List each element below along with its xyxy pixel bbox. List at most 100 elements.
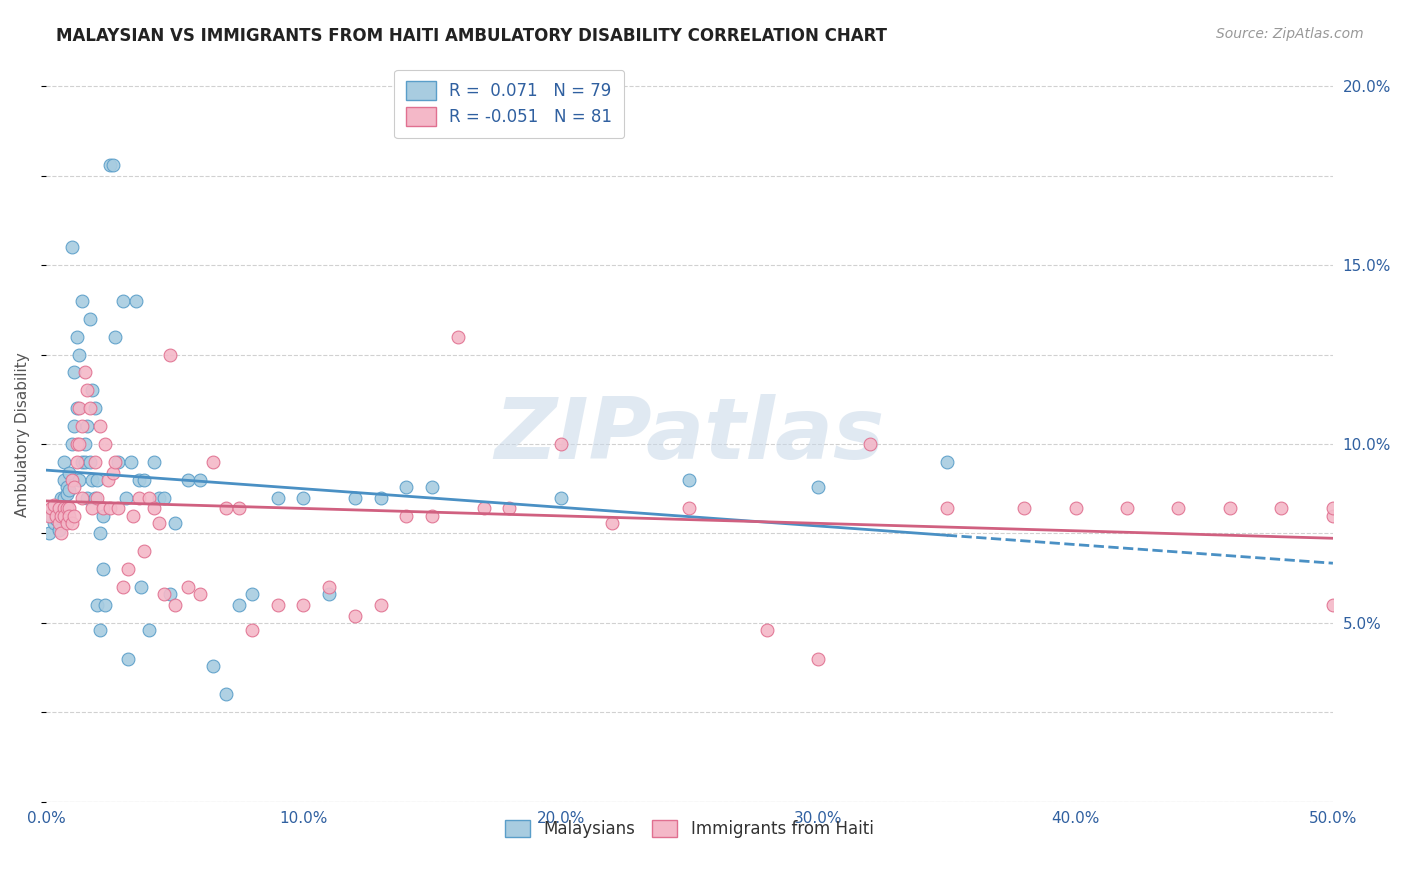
Point — [228, 501, 250, 516]
Point — [89, 419, 111, 434]
Point — [60, 437, 83, 451]
Point — [79, 401, 101, 416]
Point — [112, 293, 135, 308]
Point — [153, 491, 176, 505]
Point — [163, 516, 186, 530]
Point — [38, 508, 60, 523]
Point — [45, 512, 67, 526]
Point — [70, 455, 93, 469]
Point — [343, 491, 366, 505]
Point — [60, 473, 83, 487]
Point — [42, 501, 65, 516]
Point — [70, 293, 93, 308]
Point — [70, 419, 93, 434]
Point — [51, 491, 73, 505]
Point — [395, 508, 418, 523]
Point — [58, 508, 80, 523]
Point — [101, 158, 124, 172]
Point — [67, 473, 90, 487]
Point — [176, 580, 198, 594]
Point — [343, 608, 366, 623]
Point — [292, 598, 315, 612]
Point — [104, 329, 127, 343]
Point — [215, 501, 238, 516]
Point — [600, 516, 623, 530]
Point — [935, 455, 957, 469]
Point — [98, 501, 121, 516]
Point — [807, 651, 830, 665]
Point — [91, 501, 114, 516]
Point — [82, 384, 104, 398]
Point — [128, 473, 150, 487]
Point — [67, 437, 90, 451]
Point — [63, 480, 86, 494]
Point — [266, 598, 288, 612]
Point — [1322, 508, 1344, 523]
Point — [66, 437, 89, 451]
Point — [129, 580, 152, 594]
Point — [91, 562, 114, 576]
Point — [292, 491, 315, 505]
Point — [76, 384, 98, 398]
Point — [58, 466, 80, 480]
Point — [48, 516, 70, 530]
Point — [53, 508, 76, 523]
Point — [53, 455, 76, 469]
Point — [70, 491, 93, 505]
Point — [58, 483, 80, 498]
Point — [159, 587, 181, 601]
Point — [132, 544, 155, 558]
Point — [55, 501, 77, 516]
Point — [807, 480, 830, 494]
Point — [858, 437, 880, 451]
Point — [935, 501, 957, 516]
Point — [53, 491, 76, 505]
Point — [228, 598, 250, 612]
Point — [678, 501, 700, 516]
Point — [122, 508, 145, 523]
Point — [48, 501, 70, 516]
Point — [66, 401, 89, 416]
Point — [82, 473, 104, 487]
Point — [45, 508, 67, 523]
Point — [1219, 501, 1241, 516]
Point — [215, 687, 238, 701]
Point — [755, 623, 778, 637]
Point — [370, 491, 392, 505]
Point — [1116, 501, 1139, 516]
Point — [447, 329, 470, 343]
Point — [112, 580, 135, 594]
Point — [91, 508, 114, 523]
Point — [76, 419, 98, 434]
Text: ZIPatlas: ZIPatlas — [495, 393, 884, 476]
Point — [190, 473, 212, 487]
Point — [42, 498, 65, 512]
Point — [266, 491, 288, 505]
Point — [1012, 501, 1035, 516]
Point — [86, 491, 108, 505]
Point — [79, 455, 101, 469]
Point — [58, 501, 80, 516]
Point — [163, 598, 186, 612]
Point — [67, 401, 90, 416]
Point — [1322, 501, 1344, 516]
Point — [73, 455, 96, 469]
Point — [67, 348, 90, 362]
Point — [498, 501, 520, 516]
Point — [55, 516, 77, 530]
Point — [1270, 501, 1292, 516]
Point — [63, 508, 86, 523]
Point — [1167, 501, 1189, 516]
Point — [63, 419, 86, 434]
Point — [370, 598, 392, 612]
Point — [48, 523, 70, 537]
Point — [66, 329, 89, 343]
Point — [240, 587, 263, 601]
Point — [318, 580, 340, 594]
Legend: Malaysians, Immigrants from Haiti: Malaysians, Immigrants from Haiti — [499, 813, 880, 845]
Point — [138, 623, 160, 637]
Point — [138, 491, 160, 505]
Point — [66, 455, 89, 469]
Point — [82, 501, 104, 516]
Point — [132, 473, 155, 487]
